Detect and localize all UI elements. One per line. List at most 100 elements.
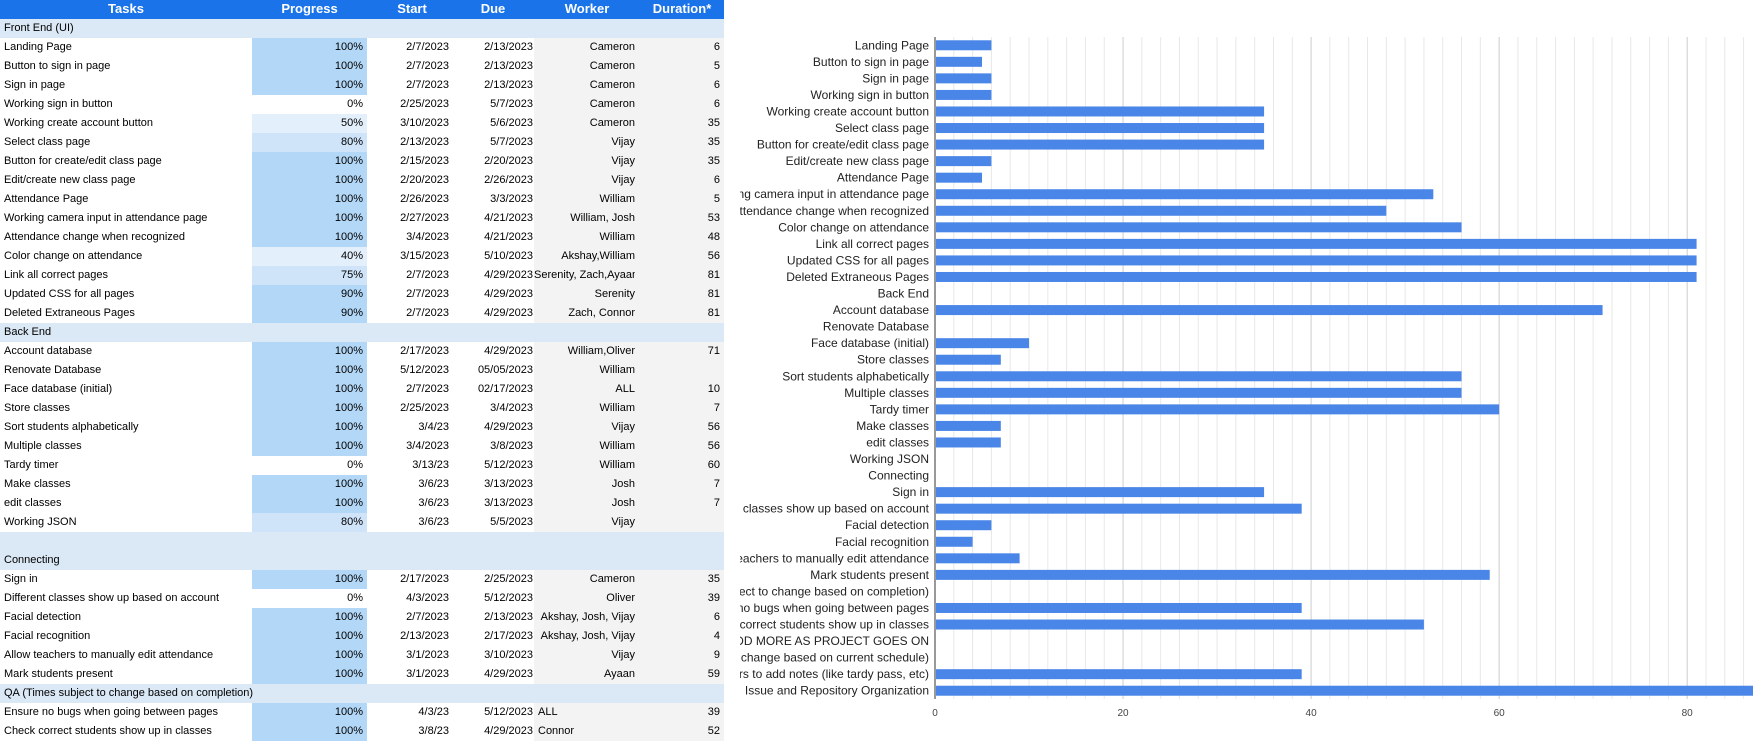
duration-cell[interactable]: 6 bbox=[640, 611, 720, 624]
task-cell[interactable]: Sign in bbox=[4, 573, 250, 586]
task-cell[interactable]: Sign in page bbox=[4, 79, 250, 92]
section-row[interactable]: Connecting bbox=[0, 551, 724, 570]
progress-cell[interactable]: 100% bbox=[252, 611, 363, 624]
table-row[interactable]: Sign in 100% 2/17/2023 2/25/2023 Cameron 35 bbox=[0, 570, 724, 589]
progress-cell[interactable]: 40% bbox=[252, 250, 363, 263]
worker-cell[interactable]: Cameron bbox=[534, 117, 635, 130]
table-row[interactable]: Edit/create new class page 100% 2/20/2023 2… bbox=[0, 171, 724, 190]
progress-cell[interactable]: 100% bbox=[252, 231, 363, 244]
task-cell[interactable]: Allow teachers to manually edit attendan… bbox=[4, 649, 250, 662]
duration-cell[interactable]: 10 bbox=[640, 383, 720, 396]
task-cell[interactable]: Check correct students show up in classe… bbox=[4, 725, 250, 738]
task-cell[interactable]: Landing Page bbox=[4, 41, 250, 54]
progress-cell[interactable]: 100% bbox=[252, 193, 363, 206]
bar[interactable] bbox=[936, 504, 1302, 514]
table-row[interactable]: Working sign in button 0% 2/25/2023 5/7/202… bbox=[0, 95, 724, 114]
table-row[interactable]: Select class page 80% 2/13/2023 5/7/2023 Vij… bbox=[0, 133, 724, 152]
table-row[interactable]: Link all correct pages 75% 2/7/2023 4/29/20… bbox=[0, 266, 724, 285]
task-cell[interactable]: Mark students present bbox=[4, 668, 250, 681]
bar[interactable] bbox=[936, 669, 1302, 679]
table-row[interactable]: Working camera input in attendance page 1… bbox=[0, 209, 724, 228]
bar[interactable] bbox=[936, 272, 1697, 282]
bar[interactable] bbox=[936, 57, 982, 67]
worker-cell[interactable]: Vijay bbox=[534, 516, 635, 529]
duration-cell[interactable]: 56 bbox=[640, 250, 720, 263]
due-date-cell[interactable]: 3/13/2023 bbox=[452, 478, 533, 491]
start-date-cell[interactable]: 2/7/2023 bbox=[372, 60, 449, 73]
start-date-cell[interactable]: 3/10/2023 bbox=[372, 117, 449, 130]
worker-cell[interactable]: Josh bbox=[534, 478, 635, 491]
bar[interactable] bbox=[936, 106, 1264, 116]
progress-cell[interactable]: 100% bbox=[252, 440, 363, 453]
worker-cell[interactable]: Cameron bbox=[534, 41, 635, 54]
worker-cell[interactable]: William bbox=[534, 193, 635, 206]
worker-cell[interactable]: Cameron bbox=[534, 79, 635, 92]
duration-cell[interactable]: 4 bbox=[640, 630, 720, 643]
task-cell[interactable]: Facial recognition bbox=[4, 630, 250, 643]
duration-cell[interactable]: 5 bbox=[640, 193, 720, 206]
duration-cell[interactable]: 6 bbox=[640, 79, 720, 92]
progress-cell[interactable]: 90% bbox=[252, 288, 363, 301]
table-row[interactable]: Landing Page 100% 2/7/2023 2/13/2023 Cameron… bbox=[0, 38, 724, 57]
table-row[interactable]: Multiple classes 100% 3/4/2023 3/8/2023 Will… bbox=[0, 437, 724, 456]
start-date-cell[interactable]: 2/7/2023 bbox=[372, 611, 449, 624]
task-cell[interactable]: Sort students alphabetically bbox=[4, 421, 250, 434]
progress-cell[interactable]: 100% bbox=[252, 649, 363, 662]
table-row[interactable]: Updated CSS for all pages 90% 2/7/2023 4/29… bbox=[0, 285, 724, 304]
start-date-cell[interactable]: 2/25/2023 bbox=[372, 402, 449, 415]
start-date-cell[interactable]: 2/13/2023 bbox=[372, 630, 449, 643]
duration-cell[interactable]: 71 bbox=[640, 345, 720, 358]
progress-cell[interactable]: 100% bbox=[252, 364, 363, 377]
bar[interactable] bbox=[936, 437, 1001, 447]
bar[interactable] bbox=[936, 40, 991, 50]
table-row[interactable]: Attendance Page 100% 2/26/2023 3/3/2023 Will… bbox=[0, 190, 724, 209]
duration-cell[interactable]: 35 bbox=[640, 117, 720, 130]
start-date-cell[interactable]: 3/6/23 bbox=[372, 478, 449, 491]
table-row[interactable]: Working JSON 80% 3/6/23 5/5/2023 Vijay bbox=[0, 513, 724, 532]
worker-cell[interactable]: Vijay bbox=[534, 174, 635, 187]
task-cell[interactable]: Button to sign in page bbox=[4, 60, 250, 73]
due-date-cell[interactable]: 5/5/2023 bbox=[452, 516, 533, 529]
start-date-cell[interactable]: 2/17/2023 bbox=[372, 345, 449, 358]
task-cell[interactable]: Deleted Extraneous Pages bbox=[4, 307, 250, 320]
bar[interactable] bbox=[936, 520, 991, 530]
table-row[interactable]: Different classes show up based on accou… bbox=[0, 589, 724, 608]
start-date-cell[interactable]: 3/6/23 bbox=[372, 497, 449, 510]
duration-cell[interactable]: 6 bbox=[640, 174, 720, 187]
duration-cell[interactable]: 81 bbox=[640, 307, 720, 320]
table-row[interactable]: edit classes 100% 3/6/23 3/13/2023 Josh 7 bbox=[0, 494, 724, 513]
duration-cell[interactable]: 35 bbox=[640, 136, 720, 149]
worker-cell[interactable]: William bbox=[534, 402, 635, 415]
start-date-cell[interactable]: 2/7/2023 bbox=[372, 41, 449, 54]
table-row[interactable]: Allow teachers to manually edit attendan… bbox=[0, 646, 724, 665]
duration-cell[interactable]: 59 bbox=[640, 668, 720, 681]
header-duration[interactable]: Duration* bbox=[640, 1, 724, 16]
worker-cell[interactable]: Zach, Connor bbox=[534, 307, 635, 320]
due-date-cell[interactable]: 5/7/2023 bbox=[452, 98, 533, 111]
task-cell[interactable]: Account database bbox=[4, 345, 250, 358]
worker-cell[interactable]: William, Josh bbox=[534, 212, 635, 225]
header-progress[interactable]: Progress bbox=[252, 1, 367, 16]
bar[interactable] bbox=[936, 388, 1462, 398]
duration-cell[interactable]: 53 bbox=[640, 212, 720, 225]
start-date-cell[interactable]: 2/7/2023 bbox=[372, 383, 449, 396]
worker-cell[interactable]: Oliver bbox=[534, 592, 635, 605]
start-date-cell[interactable]: 3/13/23 bbox=[372, 459, 449, 472]
progress-cell[interactable]: 100% bbox=[252, 41, 363, 54]
task-cell[interactable]: Store classes bbox=[4, 402, 250, 415]
progress-cell[interactable]: 0% bbox=[252, 459, 363, 472]
task-cell[interactable]: Edit/create new class page bbox=[4, 174, 250, 187]
due-date-cell[interactable]: 3/3/2023 bbox=[452, 193, 533, 206]
start-date-cell[interactable]: 2/7/2023 bbox=[372, 307, 449, 320]
progress-cell[interactable]: 90% bbox=[252, 307, 363, 320]
due-date-cell[interactable]: 5/12/2023 bbox=[452, 592, 533, 605]
start-date-cell[interactable]: 4/3/23 bbox=[372, 706, 449, 719]
start-date-cell[interactable]: 3/4/2023 bbox=[372, 231, 449, 244]
task-cell[interactable]: Multiple classes bbox=[4, 440, 250, 453]
duration-cell[interactable]: 7 bbox=[640, 402, 720, 415]
table-row[interactable]: Working create account button 50% 3/10/202… bbox=[0, 114, 724, 133]
header-due[interactable]: Due bbox=[452, 1, 534, 16]
bar[interactable] bbox=[936, 140, 1264, 150]
progress-cell[interactable]: 50% bbox=[252, 117, 363, 130]
due-date-cell[interactable]: 5/10/2023 bbox=[452, 250, 533, 263]
